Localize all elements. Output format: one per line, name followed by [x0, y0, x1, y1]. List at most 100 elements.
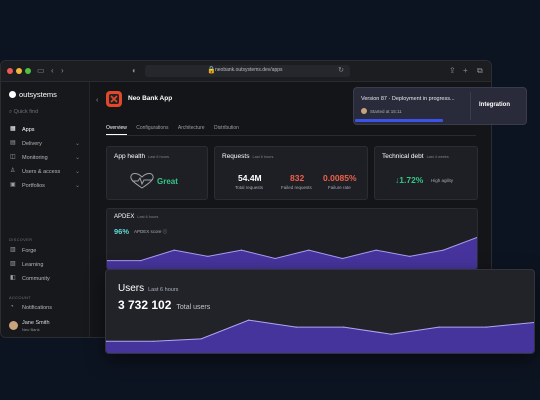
title-bar: ▭ ‹ › ◐ 🔒 neobank.outsystems.dev/apps ↻ … — [1, 61, 491, 82]
data-point — [533, 321, 534, 324]
back-chevron-icon[interactable]: ‹ — [96, 97, 99, 104]
data-point — [106, 340, 107, 342]
notification-author-text: Started at 15:11 — [370, 109, 402, 114]
total-requests-label: Total requests — [235, 185, 264, 190]
sidebar-item-label: Apps — [22, 127, 35, 133]
users-icon: ♙ — [10, 168, 16, 174]
data-point — [442, 249, 444, 251]
back-arrow-icon[interactable]: ‹ — [51, 66, 54, 75]
close-window-button[interactable] — [7, 68, 13, 74]
users-period: Last 6 hours — [148, 287, 179, 293]
bell-icon: ◔ — [10, 304, 14, 310]
minimize-window-button[interactable] — [16, 68, 22, 74]
series-line — [106, 319, 534, 342]
tab-overview[interactable]: Overview — [106, 125, 127, 135]
data-point — [274, 257, 276, 260]
reload-icon[interactable]: ↻ — [338, 67, 344, 74]
data-point — [295, 326, 297, 328]
data-point — [375, 249, 377, 251]
monitoring-icon: ◫ — [10, 154, 16, 160]
health-status: Great — [157, 177, 178, 186]
delivery-icon: ▤ — [10, 140, 16, 146]
health-heart-icon — [130, 173, 154, 189]
sidebar-item-community[interactable]: ◧ Community — [1, 273, 89, 285]
data-point — [343, 326, 345, 328]
maximize-window-button[interactable] — [25, 68, 31, 74]
data-point — [173, 249, 175, 251]
sidebar-item-label: Users & access — [22, 169, 61, 175]
privacy-shield-icon[interactable]: ◐ — [132, 66, 137, 75]
author-avatar — [361, 108, 367, 114]
data-point — [153, 340, 155, 342]
card-period: Last 6 hours — [148, 155, 169, 159]
outsystems-logo-icon — [9, 91, 16, 98]
chevron-down-icon: ⌄ — [75, 183, 81, 189]
notification-divider — [470, 92, 471, 120]
app-tabs: Overview Configurations Architecture Dis… — [106, 125, 247, 135]
technical-debt-card[interactable]: Technical debt Last 4 weeks ↓1.72% High a… — [374, 146, 478, 200]
quick-find-input[interactable]: ⌕ Quick find — [9, 109, 38, 116]
arrow-down-icon: ↓ — [395, 175, 400, 185]
sidebar-item-monitoring[interactable]: ◫ Monitoring ⌄ — [1, 152, 89, 164]
sidebar-item-label: Portfolios — [22, 183, 45, 189]
users-total-value: 3 732 102 — [118, 298, 172, 312]
users-card[interactable]: Users Last 6 hours 3 732 102 Total users — [105, 269, 535, 354]
share-icon[interactable]: ⇪ — [449, 66, 456, 75]
area-fill — [107, 237, 477, 269]
apdex-label: APDEX score ⓘ — [134, 229, 167, 235]
tab-divider — [106, 135, 476, 136]
sidebar-item-label: Monitoring — [22, 155, 48, 161]
total-requests-value: 54.4M — [238, 173, 262, 183]
sidebar-item-learning[interactable]: ▧ Learning — [1, 259, 89, 271]
failure-rate-value: 0.0085% — [323, 173, 357, 183]
card-title: APDEX — [114, 214, 135, 220]
chevron-down-icon: ⌄ — [75, 155, 81, 161]
sidebar-item-label: Community — [22, 276, 50, 282]
brand-logo[interactable]: outsystems — [9, 90, 57, 99]
tab-distribution[interactable]: Distribution — [213, 125, 239, 131]
data-point — [240, 249, 243, 251]
app-health-card[interactable]: App health Last 6 hours Great — [106, 146, 208, 200]
forge-icon: ▥ — [10, 247, 16, 253]
tech-debt-number: 1.72% — [399, 175, 424, 185]
sidebar-toggle-icon[interactable]: ▭ — [37, 66, 45, 75]
integration-button[interactable]: Integration — [479, 102, 510, 108]
card-title: Technical debt — [382, 153, 424, 160]
apdex-area-chart — [107, 236, 477, 269]
data-point — [438, 326, 440, 328]
sidebar-item-forge[interactable]: ▥ Forge — [1, 245, 89, 257]
search-placeholder: Quick find — [13, 109, 39, 115]
data-point — [248, 319, 250, 321]
sidebar-item-delivery[interactable]: ▤ Delivery ⌄ — [1, 138, 89, 150]
sidebar: outsystems ⌕ Quick find ▦ Apps ▤ Deliver… — [1, 82, 90, 337]
apdex-value: 96% — [114, 227, 130, 236]
new-tab-icon[interactable]: + — [463, 66, 468, 75]
apdex-card[interactable]: APDEX Last 6 hours 96% APDEX score ⓘ — [106, 208, 478, 270]
sidebar-item-label: Forge — [22, 248, 37, 254]
user-org: Neo Bank — [22, 327, 40, 332]
sidebar-item-apps[interactable]: ▦ Apps — [1, 124, 89, 136]
search-icon: ⌕ — [9, 109, 14, 115]
data-point — [200, 338, 202, 340]
data-point — [341, 257, 344, 260]
learning-icon: ▧ — [10, 261, 16, 267]
sidebar-item-portfolios[interactable]: ▣ Portfolios ⌄ — [1, 180, 89, 192]
community-icon: ◧ — [10, 275, 16, 281]
sidebar-item-label: Delivery — [22, 141, 42, 147]
tab-configurations[interactable]: Configurations — [136, 125, 169, 131]
chevron-down-icon: ⌄ — [75, 141, 81, 147]
failed-requests-value: 832 — [290, 173, 305, 183]
chevron-down-icon: ⌄ — [75, 169, 81, 175]
requests-card[interactable]: Requests Last 6 hours 54.4M Total request… — [214, 146, 368, 200]
sidebar-item-notifications[interactable]: ◔ Notifications — [1, 302, 89, 314]
notification-title: Version 87 · Deployment in progress... — [361, 96, 455, 102]
card-period: Last 6 hours — [252, 155, 274, 159]
address-bar[interactable]: 🔒 neobank.outsystems.dev/apps ↻ — [145, 65, 350, 77]
tech-debt-label: High agility — [431, 178, 454, 183]
sidebar-item-users-access[interactable]: ♙ Users & access ⌄ — [1, 166, 89, 178]
users-total-label: Total users — [176, 304, 211, 311]
deployment-notification[interactable]: Version 87 · Deployment in progress... S… — [353, 87, 527, 125]
tab-overview-icon[interactable]: ⧉ — [477, 66, 483, 75]
tab-architecture[interactable]: Architecture — [177, 125, 205, 131]
forward-arrow-icon[interactable]: › — [61, 66, 64, 75]
